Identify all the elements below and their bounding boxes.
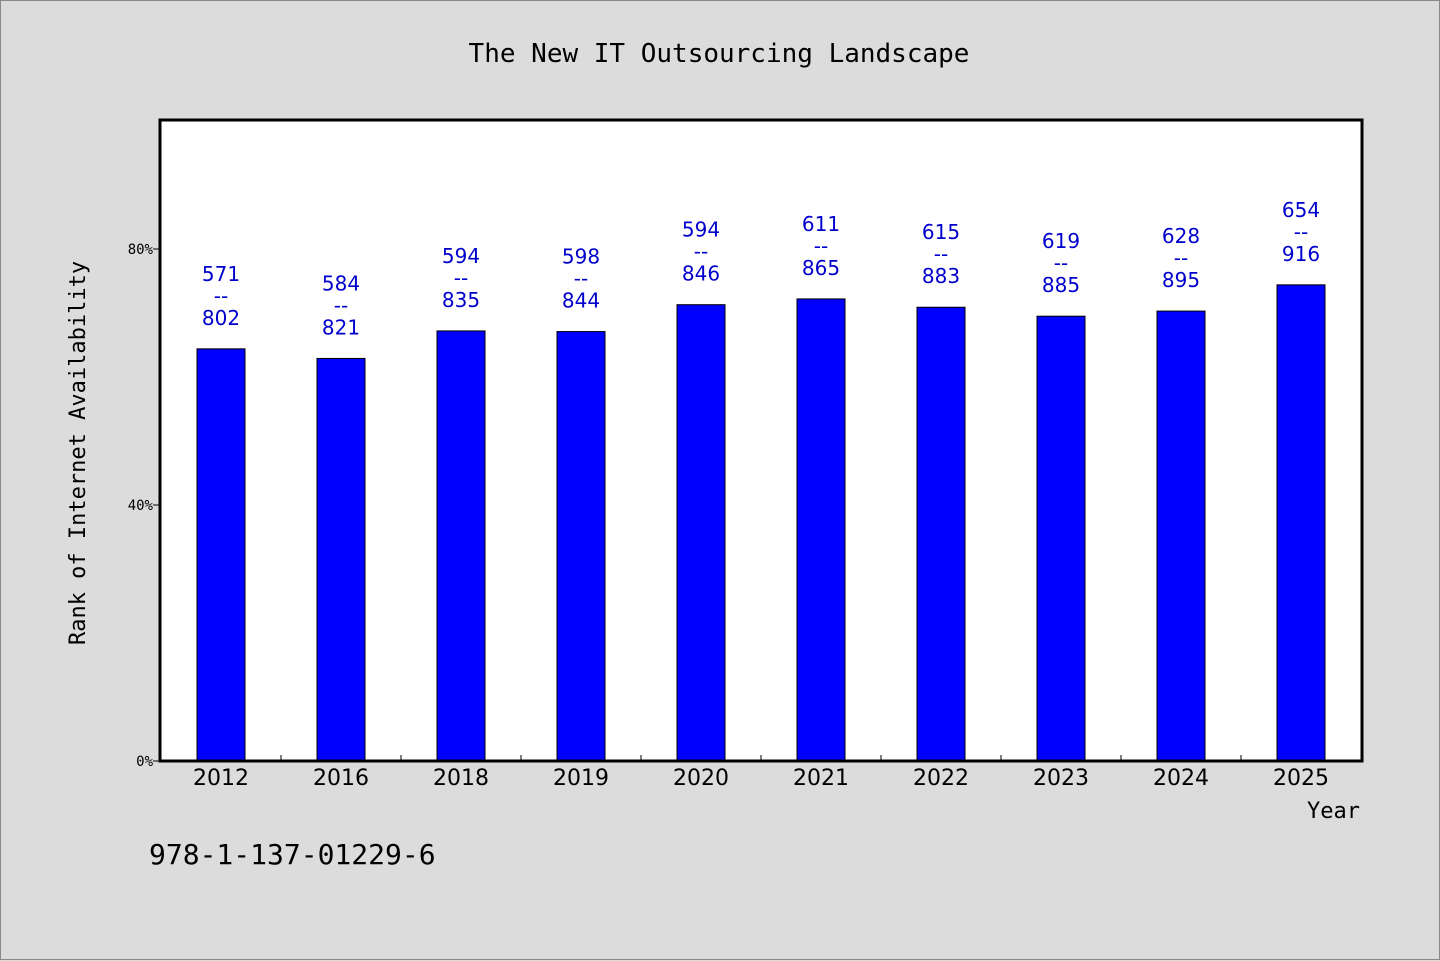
data-label-separator-2021: -- [814, 234, 828, 258]
data-label-bottom-2022: 883 [922, 264, 960, 288]
data-label-separator-2024: -- [1174, 246, 1188, 270]
data-label-separator-2018: -- [454, 266, 468, 290]
bar-2024 [1156, 310, 1206, 762]
data-label-separator-2023: -- [1054, 251, 1068, 275]
data-label-separator-2022: -- [934, 242, 948, 266]
data-label-bottom-2024: 895 [1162, 268, 1200, 292]
data-label-top-2018: 594 [442, 244, 480, 268]
y-tick-label-40: 40% [128, 498, 154, 514]
isbn-text: 978-1-137-01229-6 [149, 838, 436, 871]
bar-2019 [556, 331, 606, 762]
ticks-layer: 2012 2016 2018 2019 2020 2021 2022 2023 2024 2025… [128, 242, 1329, 791]
data-label-bottom-2021: 865 [802, 256, 840, 280]
data-label-top-2012: 571 [202, 262, 240, 286]
x-tick-label-2023: 2023 [1033, 766, 1089, 791]
data-label-top-2016: 584 [322, 271, 360, 295]
data-label-top-2023: 619 [1042, 229, 1080, 253]
bar-2023 [1036, 315, 1086, 762]
x-tick-label-2020: 2020 [673, 766, 729, 791]
data-label-top-2020: 594 [682, 218, 720, 242]
data-label-separator-2025: -- [1294, 220, 1308, 244]
data-label-top-2019: 598 [562, 245, 600, 269]
x-tick-label-2022: 2022 [913, 766, 969, 791]
bar-2012 [196, 348, 246, 762]
x-tick-label-2024: 2024 [1153, 766, 1209, 791]
data-label-top-2025: 654 [1282, 198, 1320, 222]
y-tick-label-0: 0% [136, 754, 153, 770]
bar-2016 [316, 357, 366, 762]
bars-layer [196, 284, 1326, 762]
data-label-bottom-2020: 846 [682, 262, 720, 286]
x-tick-label-2012: 2012 [193, 766, 249, 791]
y-axis-label: Rank of Internet Availability [66, 261, 91, 645]
x-tick-label-2016: 2016 [313, 766, 369, 791]
data-labels-layer: 571--802584--821594--835598--844594--846… [202, 198, 1320, 340]
bar-2020 [676, 304, 726, 762]
data-label-separator-2019: -- [574, 267, 588, 291]
data-label-bottom-2018: 835 [442, 288, 480, 312]
data-label-separator-2020: -- [694, 240, 708, 264]
y-tick-label-80: 80% [128, 242, 154, 258]
x-axis-label: Year [1307, 799, 1360, 824]
data-label-separator-2016: -- [334, 293, 348, 317]
plot-border [158, 118, 1364, 763]
bar-2021 [796, 298, 846, 762]
x-tick-label-2025: 2025 [1273, 766, 1329, 791]
x-tick-label-2021: 2021 [793, 766, 849, 791]
x-tick-label-2018: 2018 [433, 766, 489, 791]
bar-2022 [916, 306, 966, 762]
x-tick-label-2019: 2019 [553, 766, 609, 791]
data-label-bottom-2023: 885 [1042, 273, 1080, 297]
chart-title: The New IT Outsourcing Landscape [469, 39, 970, 69]
data-label-top-2022: 615 [922, 220, 960, 244]
data-label-bottom-2016: 821 [322, 315, 360, 339]
bar-2025 [1276, 284, 1326, 762]
data-label-top-2021: 611 [802, 212, 840, 236]
bar-2018 [436, 330, 486, 762]
data-label-bottom-2025: 916 [1282, 242, 1320, 266]
data-label-bottom-2012: 802 [202, 306, 240, 330]
data-label-top-2024: 628 [1162, 224, 1200, 248]
data-label-bottom-2019: 844 [562, 289, 600, 313]
data-label-separator-2012: -- [214, 284, 228, 308]
